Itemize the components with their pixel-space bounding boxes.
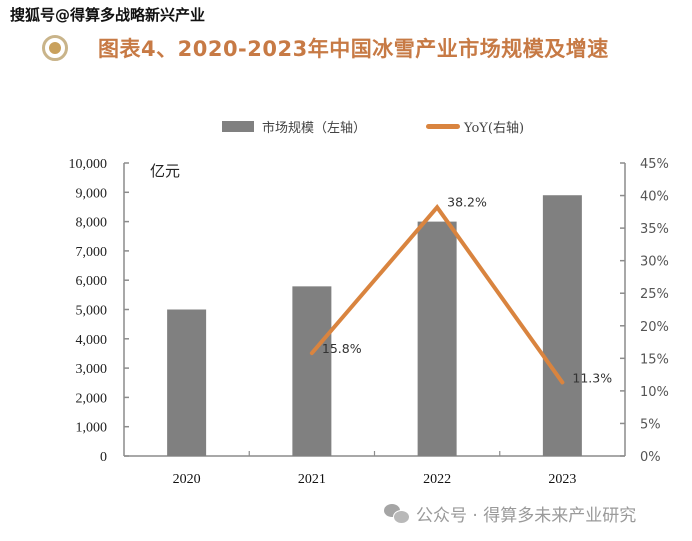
chart-title: 图表4、2020-2023年中国冰雪产业市场规模及增速	[98, 37, 609, 61]
x-axis-category-label: 2023	[548, 472, 576, 487]
bar-2021	[292, 286, 332, 456]
chart-title-row: 图表4、2020-2023年中国冰雪产业市场规模及增速	[42, 30, 609, 66]
left-axis-unit-label: 亿元	[150, 162, 180, 180]
left-axis-tick-label: 6,000	[76, 274, 108, 289]
bar-2020	[167, 309, 207, 456]
legend-bar-swatch	[222, 121, 254, 132]
bar-2023	[542, 195, 582, 457]
right-axis-tick-label: 40%	[640, 190, 669, 205]
left-axis-tick-label: 10,000	[69, 157, 108, 172]
left-axis-tick-label: 7,000	[76, 245, 108, 260]
right-axis-tick-label: 20%	[640, 320, 669, 335]
legend-label-market-size: 市场规模（左轴）	[262, 121, 367, 136]
legend: 市场规模（左轴） YoY(右轴)	[222, 117, 524, 136]
left-axis-tick-label: 4,000	[76, 333, 108, 348]
wechat-watermark: 公众号 · 得算多未来产业研究	[384, 501, 636, 526]
source-watermark: 搜狐号@得算多战略新兴产业	[10, 6, 206, 24]
left-axis-tick-label: 2,000	[76, 391, 108, 406]
x-axis-category-label: 2021	[298, 472, 326, 487]
right-axis-tick-label: 5%	[640, 417, 661, 432]
right-axis-tick-label: 10%	[640, 385, 669, 400]
bullet-icon	[42, 35, 68, 61]
axes	[123, 162, 626, 457]
x-axis-category-label: 2022	[423, 472, 451, 487]
right-axis-tick-label: 0%	[640, 450, 661, 465]
right-axis-tick-label: 45%	[640, 157, 669, 172]
legend-line-swatch	[426, 124, 461, 129]
legend-label-yoy: YoY(右轴)	[464, 121, 525, 136]
yoy-line	[309, 204, 565, 385]
wechat-watermark-text: 公众号 · 得算多未来产业研究	[416, 506, 637, 526]
right-axis-tick-label: 15%	[640, 352, 669, 367]
left-axis-tick-label: 8,000	[76, 216, 108, 231]
left-axis-tick-label: 5,000	[76, 304, 108, 319]
right-axis-tick-label: 35%	[640, 222, 669, 237]
left-axis-tick-label: 3,000	[76, 362, 108, 377]
right-axis-tick-label: 30%	[640, 255, 669, 270]
bars	[167, 195, 582, 457]
labels: 0 1,000 2,000 3,000 4,000 5,000 6,000 7,000 8,00…	[69, 157, 669, 487]
yoy-data-label: 38.2%	[447, 194, 487, 209]
x-axis-category-label: 2020	[173, 472, 201, 487]
yoy-data-label: 15.8%	[322, 341, 362, 356]
bar-2022	[417, 221, 457, 456]
wechat-icon	[384, 503, 410, 524]
left-axis-tick-label: 1,000	[76, 421, 108, 436]
left-axis-tick-label: 0	[100, 450, 107, 465]
right-axis-tick-label: 25%	[640, 287, 669, 302]
yoy-data-label: 11.3%	[572, 370, 612, 385]
left-axis-tick-label: 9,000	[76, 186, 108, 201]
